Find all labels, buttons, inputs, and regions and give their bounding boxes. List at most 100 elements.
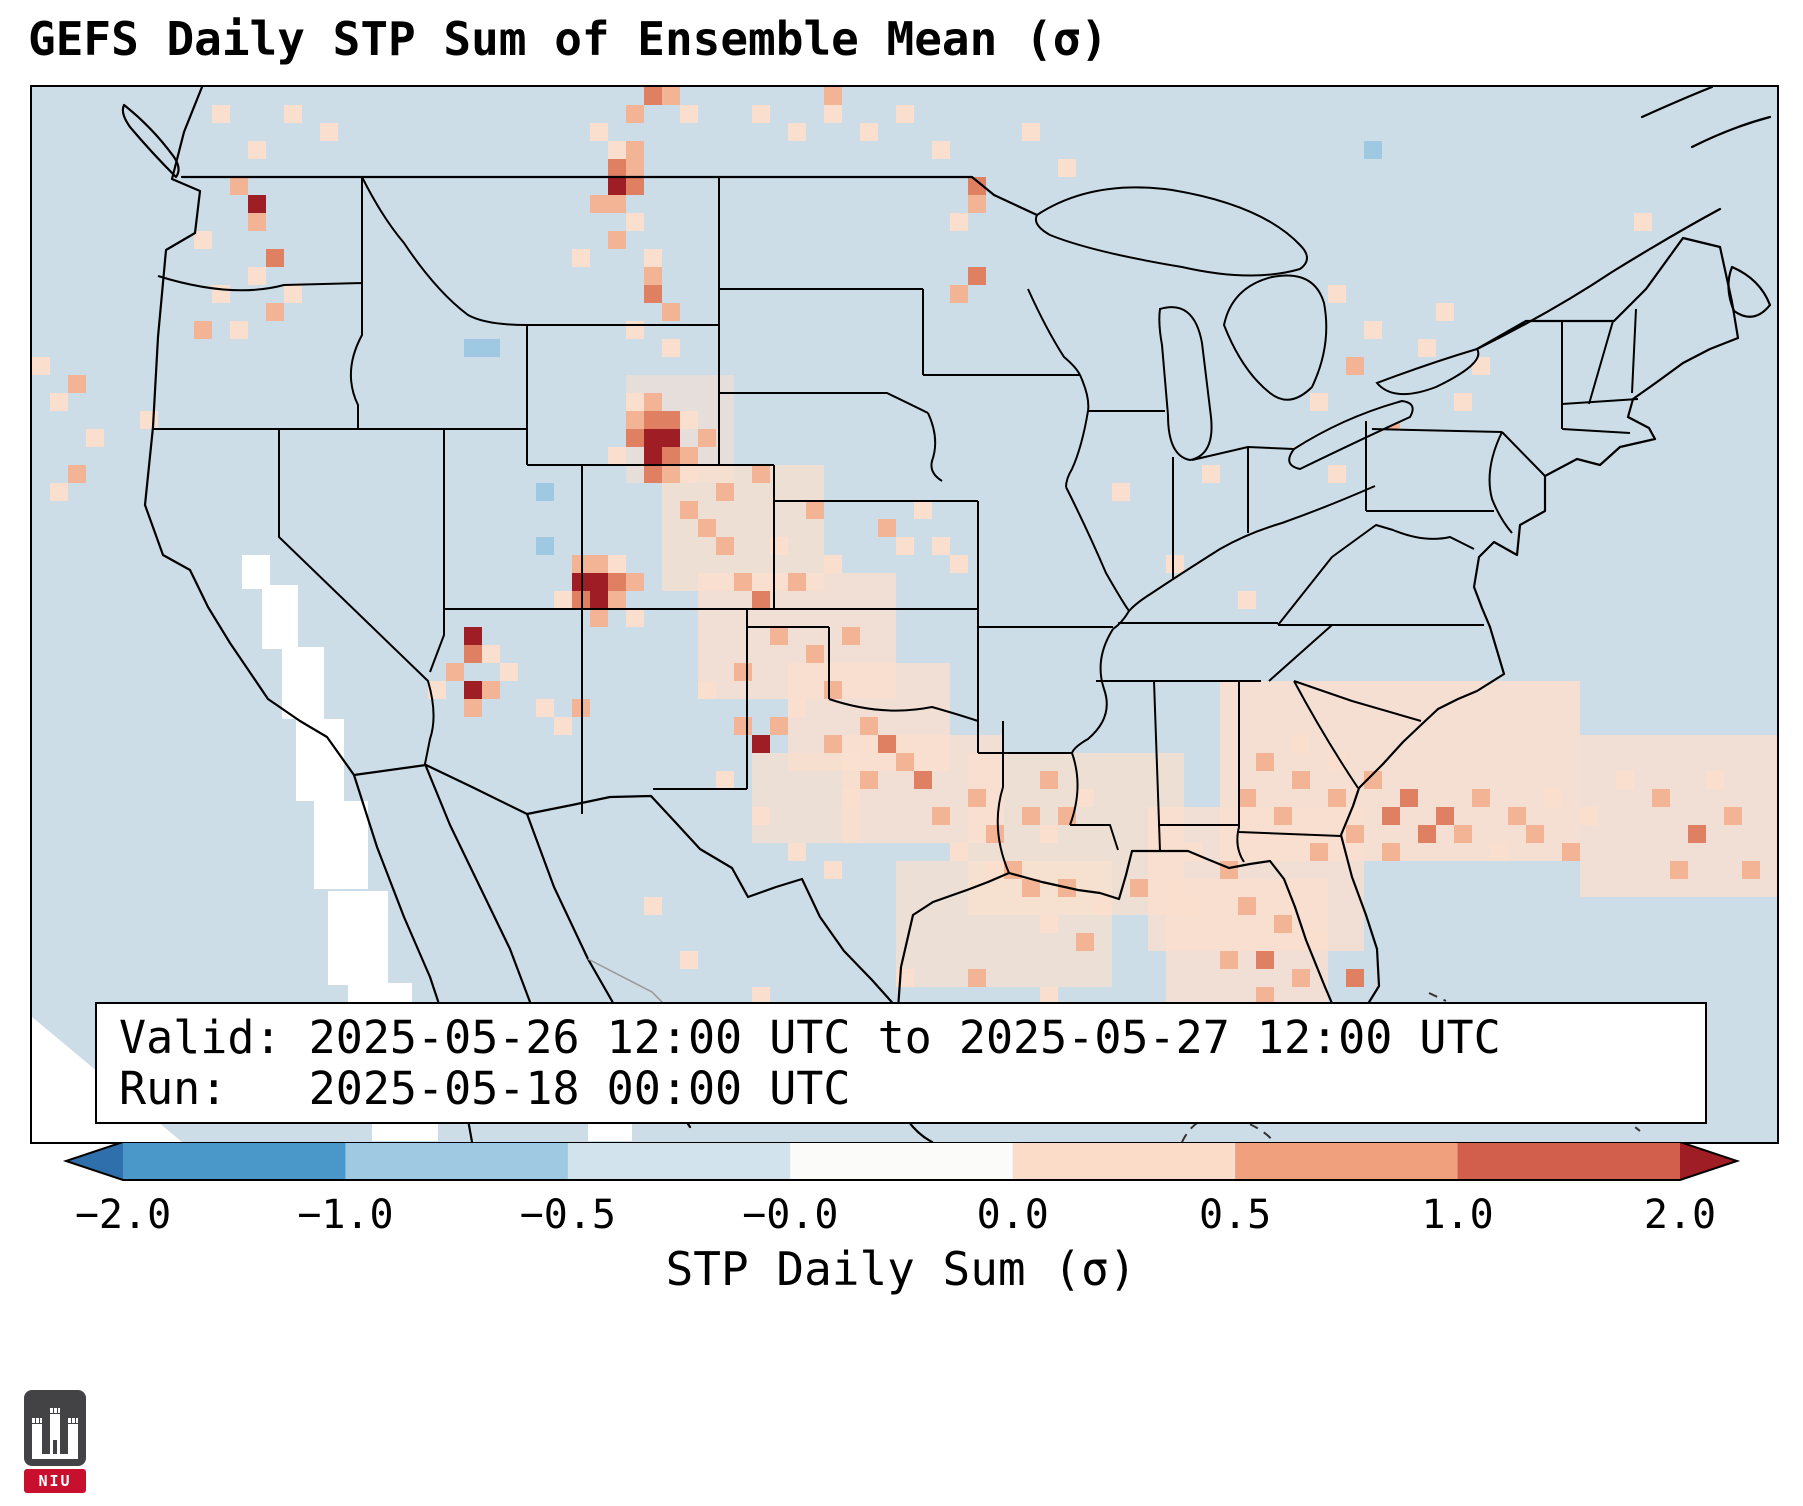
heat-cell — [896, 537, 914, 555]
heat-cell — [1580, 807, 1598, 825]
heat-cell — [1166, 555, 1184, 573]
heat-cell — [1742, 861, 1760, 879]
heat-cell — [626, 393, 644, 411]
yucatan-outline — [1181, 1115, 1275, 1142]
heat-cell — [986, 825, 1004, 843]
state-borders-west — [152, 176, 1113, 874]
heat-cell — [1346, 825, 1364, 843]
heat-cell — [1220, 951, 1238, 969]
heat-cell — [1256, 753, 1274, 771]
heat-cell — [1706, 771, 1724, 789]
heat-cell — [644, 87, 662, 105]
heat-cell — [248, 141, 266, 159]
heat-cell — [536, 483, 554, 501]
heat-cell — [1040, 915, 1058, 933]
heat-cell — [950, 285, 968, 303]
heat-cell — [644, 429, 662, 447]
heat-cell — [464, 699, 482, 717]
terrain-mask — [242, 555, 270, 589]
heat-cell — [752, 465, 770, 483]
heat-cell — [968, 195, 986, 213]
heat-cell — [608, 555, 626, 573]
heat-cell — [590, 195, 608, 213]
valid-time-text: Valid: 2025-05-26 12:00 UTC to 2025-05-2… — [119, 1011, 1501, 1064]
heat-cell — [932, 807, 950, 825]
heat-cell — [1400, 789, 1418, 807]
heat-cell — [1022, 879, 1040, 897]
heat-cell — [464, 339, 482, 357]
heat-cell — [230, 321, 248, 339]
heat-cell — [608, 159, 626, 177]
heat-cell — [626, 105, 644, 123]
heat-cell — [1040, 987, 1058, 1005]
heat-cell — [824, 735, 842, 753]
heat-cell — [626, 321, 644, 339]
colorbar-extend-right-arrow — [1680, 1142, 1737, 1180]
heat-cell — [1202, 465, 1220, 483]
heat-cell — [644, 285, 662, 303]
canada-border — [180, 175, 1039, 217]
heat-cell — [1310, 393, 1328, 411]
heat-cell — [590, 573, 608, 591]
heat-cell — [1454, 825, 1472, 843]
heat-cell — [950, 213, 968, 231]
heat-cell — [608, 573, 626, 591]
heat-cell — [662, 87, 680, 105]
heat-cell — [968, 969, 986, 987]
heat-cell — [1076, 789, 1094, 807]
heat-cell — [734, 717, 752, 735]
heat-cell — [968, 177, 986, 195]
heat-cell — [194, 321, 212, 339]
heat-cell — [662, 411, 680, 429]
heat-cell — [608, 195, 626, 213]
heat-cell — [896, 753, 914, 771]
heat-cell — [1256, 951, 1274, 969]
colorbar-tick-label: −0.5 — [519, 1192, 617, 1238]
colorbar-segment — [567, 1142, 791, 1180]
colorbar-tick-label: 2.0 — [1643, 1192, 1717, 1238]
run-time-text: Run: 2025-05-18 00:00 UTC — [119, 1062, 851, 1115]
heat-cell — [1274, 915, 1292, 933]
colorbar-tick-label: 0.5 — [1199, 1192, 1272, 1238]
heat-cell — [194, 231, 212, 249]
great-lakes — [1034, 186, 1480, 471]
heat-cell — [1364, 771, 1382, 789]
lake-erie — [1288, 399, 1414, 471]
heat-cell — [482, 339, 500, 357]
heat-cell — [536, 537, 554, 555]
colorbar-segment — [123, 1142, 346, 1180]
colorbar-segment — [1235, 1142, 1459, 1180]
heat-cell — [1562, 843, 1580, 861]
heat-cell — [608, 591, 626, 609]
heat-cell — [608, 447, 626, 465]
heat-cell — [752, 807, 770, 825]
figure-title: GEFS Daily STP Sum of Ensemble Mean (σ) — [28, 12, 1109, 66]
colorbar-segment — [1457, 1142, 1681, 1180]
heat-cell — [590, 555, 608, 573]
colorbar-tick-label: 0.0 — [976, 1192, 1049, 1238]
heat-cell — [896, 105, 914, 123]
heat-cell — [662, 303, 680, 321]
heat-wash — [662, 465, 824, 591]
heat-cell — [266, 249, 284, 267]
heat-cell — [500, 663, 518, 681]
heat-cell — [32, 357, 50, 375]
colorbar-segment — [790, 1142, 1014, 1180]
gulf-st-lawrence-coast — [1640, 87, 1772, 149]
heat-cell — [446, 663, 464, 681]
heat-cell — [230, 177, 248, 195]
heat-cell — [1328, 285, 1346, 303]
colorbar-segments — [123, 1142, 1681, 1180]
heat-cell — [752, 591, 770, 609]
heat-cell — [1436, 807, 1454, 825]
heat-cell — [932, 537, 950, 555]
heat-cell — [1382, 843, 1400, 861]
heat-cell — [572, 249, 590, 267]
heat-cell — [1292, 735, 1310, 753]
heat-cell — [716, 483, 734, 501]
niu-logo: NIU — [24, 1390, 86, 1493]
colorbar-tick-labels: −2.0 −1.0 −0.5 −0.0 0.0 0.5 1.0 2.0 — [0, 1192, 1803, 1242]
heat-cell — [914, 501, 932, 519]
heat-cell — [824, 861, 842, 879]
colorbar-segment — [345, 1142, 569, 1180]
